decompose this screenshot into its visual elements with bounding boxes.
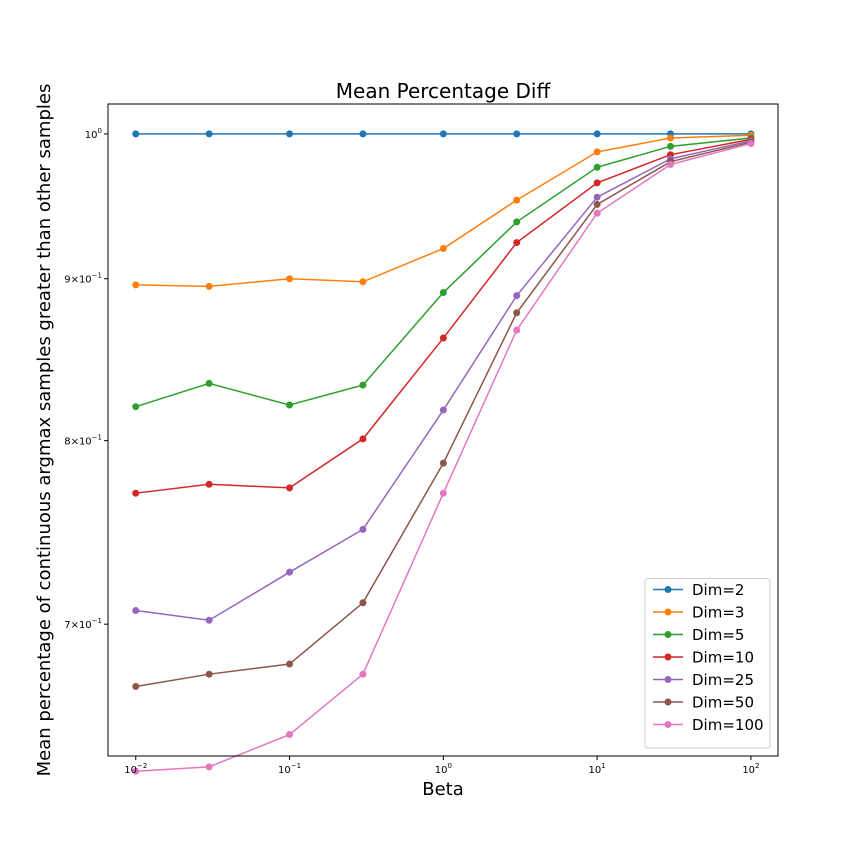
data-point [286, 130, 294, 138]
data-point [286, 568, 294, 576]
legend-marker [664, 586, 672, 593]
data-point [286, 275, 294, 283]
data-point [359, 599, 367, 607]
data-point [747, 140, 755, 148]
legend-label: Dim=100 [692, 716, 764, 734]
x-tick-label: 102 [742, 762, 759, 776]
data-point [286, 660, 294, 668]
legend-label: Dim=50 [692, 694, 754, 712]
data-point [132, 682, 140, 690]
series-4 [132, 137, 755, 624]
data-point [132, 130, 140, 138]
data-point [359, 435, 367, 443]
data-point [667, 142, 674, 150]
data-point [593, 130, 601, 138]
data-point [513, 326, 521, 334]
data-point [593, 148, 601, 156]
x-tick-label: 101 [589, 762, 606, 776]
series-1 [132, 131, 755, 290]
data-point [593, 200, 601, 208]
legend-box [644, 578, 771, 749]
data-point [205, 379, 213, 387]
legend-entry: Dim=100 [653, 716, 764, 734]
y-tick-label: 8×10−1 [64, 434, 102, 448]
legend-marker [664, 721, 672, 728]
data-point [286, 484, 294, 492]
y-tick-label: 100 [85, 127, 102, 141]
data-point [132, 607, 140, 615]
x-tick-label: 10−1 [278, 762, 301, 776]
y-axis-label: Mean percentage of continuous argmax sam… [34, 84, 55, 777]
legend-marker [664, 676, 672, 683]
legend-entry: Dim=10 [653, 649, 754, 667]
data-point [439, 406, 447, 414]
data-point [593, 209, 601, 217]
x-axis-label: Beta [422, 779, 464, 800]
data-point [513, 196, 521, 204]
data-point [439, 130, 447, 138]
data-point [439, 334, 447, 342]
legend-entry: Dim=5 [653, 626, 744, 644]
legend-entry: Dim=2 [653, 581, 744, 599]
legend-label: Dim=25 [692, 671, 754, 689]
legend-entry: Dim=25 [653, 671, 754, 689]
legend-entry: Dim=3 [653, 604, 744, 622]
y-tick-label: 7×10−1 [64, 617, 102, 631]
data-point [513, 239, 521, 247]
legend-label: Dim=10 [692, 649, 754, 667]
data-point [132, 767, 140, 775]
legend-entry: Dim=50 [653, 694, 754, 712]
data-point [205, 130, 213, 138]
x-tick-label: 100 [435, 762, 452, 776]
data-point [593, 193, 601, 201]
legend-marker [664, 608, 672, 616]
data-point [667, 134, 674, 142]
data-point [132, 489, 140, 497]
chart-title: Mean Percentage Diff [336, 79, 552, 103]
data-point [513, 292, 521, 300]
data-point [359, 278, 367, 286]
data-point [286, 731, 294, 739]
legend-label: Dim=5 [692, 626, 744, 644]
legend-label: Dim=2 [692, 581, 744, 599]
data-point [132, 281, 140, 289]
data-point [205, 670, 213, 678]
x-tick-label: 10−2 [124, 762, 147, 776]
series-5 [132, 138, 755, 690]
data-point [359, 670, 367, 678]
data-point [205, 480, 213, 488]
data-point [667, 160, 674, 168]
data-point [593, 179, 601, 187]
data-point [439, 245, 447, 253]
data-point [513, 218, 521, 226]
data-point [593, 163, 601, 171]
legend-marker [664, 653, 672, 661]
data-point [286, 401, 294, 409]
legend: Dim=2 Dim=3 Dim=5 Dim=10 Dim=25 Dim=50 Dim=100 [644, 578, 771, 749]
data-point [513, 309, 521, 317]
y-axis-ticks: 7×10−1 8×10−1 9×10−1 100 [64, 127, 108, 631]
data-point [439, 489, 447, 497]
x-axis-ticks: 10−2 10−1 100 101 102 [124, 756, 760, 776]
data-point [359, 130, 367, 138]
data-point [205, 763, 213, 771]
data-point [513, 130, 521, 138]
data-point [359, 381, 367, 389]
y-tick-label: 9×10−1 [64, 272, 102, 286]
data-point [439, 459, 447, 467]
data-point [205, 616, 213, 624]
data-point [359, 525, 367, 533]
data-point [439, 289, 447, 297]
legend-marker [664, 631, 672, 638]
data-point [132, 403, 140, 411]
legend-label: Dim=3 [692, 604, 744, 622]
data-point [205, 282, 213, 290]
legend-marker [664, 698, 672, 706]
